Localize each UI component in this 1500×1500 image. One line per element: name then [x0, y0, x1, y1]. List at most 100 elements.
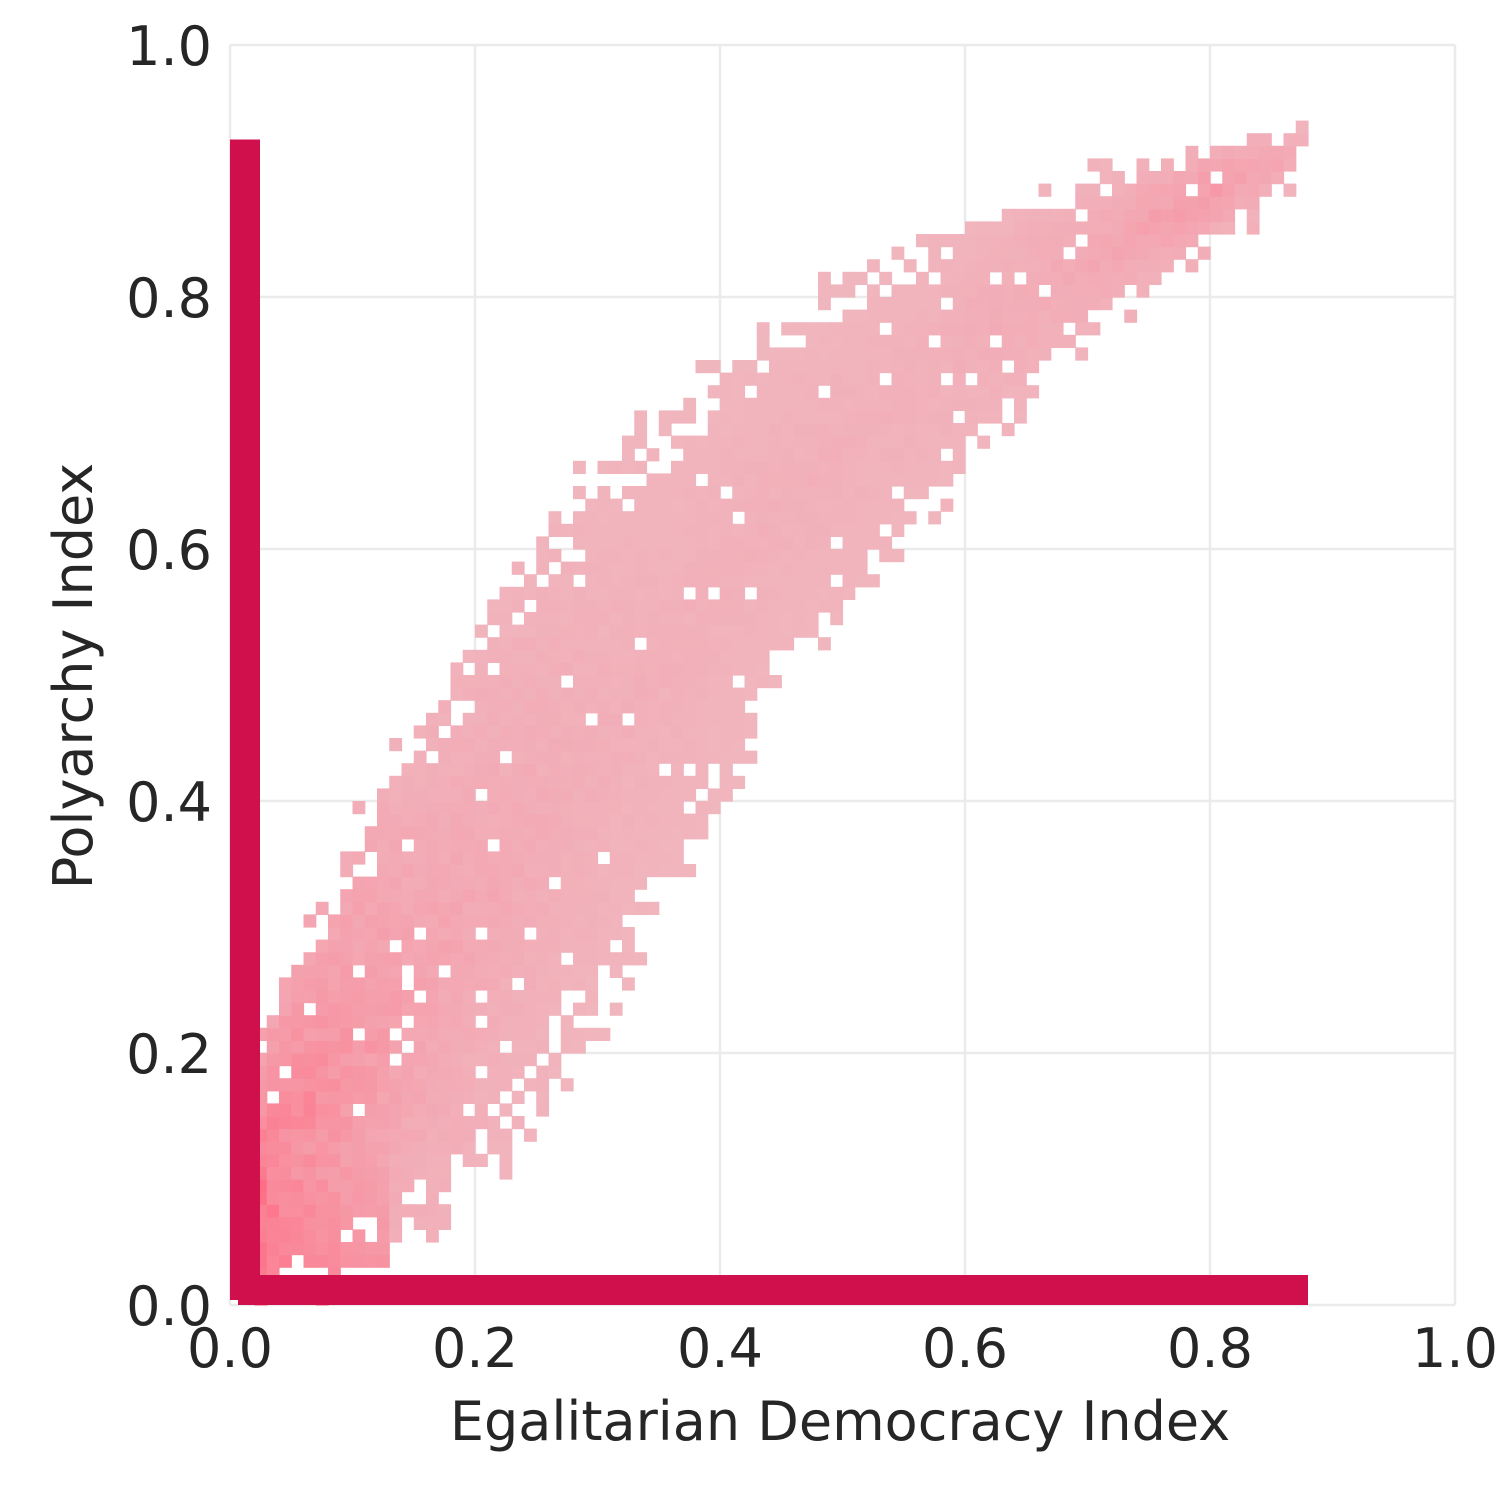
- density-cell: [352, 1166, 366, 1180]
- density-cell: [720, 738, 733, 752]
- density-cell: [732, 599, 746, 613]
- density-cell: [438, 1027, 452, 1041]
- density-cell: [426, 927, 439, 941]
- density-cell: [1112, 246, 1125, 260]
- density-cell: [916, 284, 929, 298]
- density-cell: [818, 498, 831, 512]
- density-cell: [1148, 234, 1162, 248]
- density-cell: [879, 397, 893, 411]
- density-cell: [487, 763, 501, 777]
- density-cell: [426, 838, 439, 852]
- density-cell: [511, 788, 525, 802]
- density-cell: [450, 927, 464, 941]
- density-cell: [475, 838, 488, 852]
- density-cell: [413, 801, 427, 815]
- density-cell: [965, 397, 978, 411]
- density-cell: [1063, 334, 1076, 348]
- density-cell: [548, 637, 562, 651]
- density-cell: [475, 801, 488, 815]
- density-cell: [1136, 158, 1150, 172]
- density-cell: [291, 1116, 305, 1130]
- density-cell: [364, 939, 378, 953]
- density-cell: [462, 1153, 476, 1167]
- density-cell: [695, 498, 709, 512]
- density-cell: [389, 1204, 403, 1218]
- density-cell: [658, 523, 672, 537]
- density-cell: [377, 927, 390, 941]
- density-cell: [646, 624, 660, 638]
- density-cell: [903, 423, 917, 437]
- density-cell: [646, 687, 660, 701]
- density-cell: [1026, 271, 1040, 285]
- density-cell: [720, 498, 733, 512]
- density-cell: [499, 624, 513, 638]
- density-cell: [315, 1254, 329, 1268]
- density-cell: [634, 523, 648, 537]
- density-cell: [732, 700, 746, 714]
- density-cell: [524, 952, 537, 966]
- density-cell: [401, 1002, 415, 1016]
- density-cell: [487, 1040, 501, 1054]
- density-cell: [646, 498, 660, 512]
- density-cell: [328, 1141, 341, 1155]
- density-cell: [462, 763, 476, 777]
- density-cell: [818, 372, 831, 386]
- density-cell: [854, 435, 868, 449]
- density-cell: [413, 750, 427, 764]
- density-cell: [1099, 234, 1113, 248]
- density-cell: [585, 599, 599, 613]
- density-cell: [1246, 208, 1260, 222]
- density-cell: [732, 410, 746, 424]
- density-cell: [389, 1166, 403, 1180]
- density-cell: [315, 1229, 329, 1243]
- density-cell: [1161, 208, 1174, 222]
- density-cell: [879, 297, 893, 311]
- density-cell: [671, 801, 684, 815]
- density-cell: [818, 574, 831, 588]
- density-cell: [340, 1242, 354, 1256]
- density-cell: [364, 1191, 378, 1205]
- density-cell: [842, 309, 856, 323]
- density-cell: [854, 574, 868, 588]
- density-cell: [340, 990, 354, 1004]
- density-cell: [597, 675, 611, 689]
- density-cell: [793, 523, 807, 537]
- density-cell: [315, 1141, 329, 1155]
- density-cell: [1001, 284, 1015, 298]
- density-cell: [573, 939, 586, 953]
- density-cell: [279, 1229, 292, 1243]
- density-cell: [769, 586, 782, 600]
- density-cell: [732, 738, 746, 752]
- density-cell: [683, 813, 697, 827]
- density-cell: [511, 775, 525, 789]
- density-cell: [671, 624, 684, 638]
- density-cell: [646, 599, 660, 613]
- density-cell: [548, 864, 562, 878]
- density-cell: [1063, 309, 1076, 323]
- density-cell: [573, 612, 586, 626]
- density-cell: [609, 523, 623, 537]
- density-cell: [511, 586, 525, 600]
- density-cell: [769, 536, 782, 550]
- density-cell: [585, 662, 599, 676]
- density-cell: [279, 1166, 292, 1180]
- density-cell: [928, 259, 942, 273]
- density-cell: [573, 1040, 586, 1054]
- density-cell: [1001, 347, 1015, 361]
- density-cell: [622, 838, 635, 852]
- density-cell: [487, 599, 501, 613]
- density-cell: [830, 322, 844, 336]
- density-cell: [413, 876, 427, 890]
- density-cell: [560, 725, 574, 739]
- density-cell: [462, 990, 476, 1004]
- density-cell: [426, 1128, 439, 1142]
- density-cell: [1124, 309, 1138, 323]
- density-cell: [573, 901, 586, 915]
- density-cell: [622, 864, 635, 878]
- density-cell: [671, 813, 684, 827]
- density-cell: [940, 347, 954, 361]
- density-cell: [903, 322, 917, 336]
- density-cell: [769, 511, 782, 525]
- density-cell: [426, 1015, 439, 1029]
